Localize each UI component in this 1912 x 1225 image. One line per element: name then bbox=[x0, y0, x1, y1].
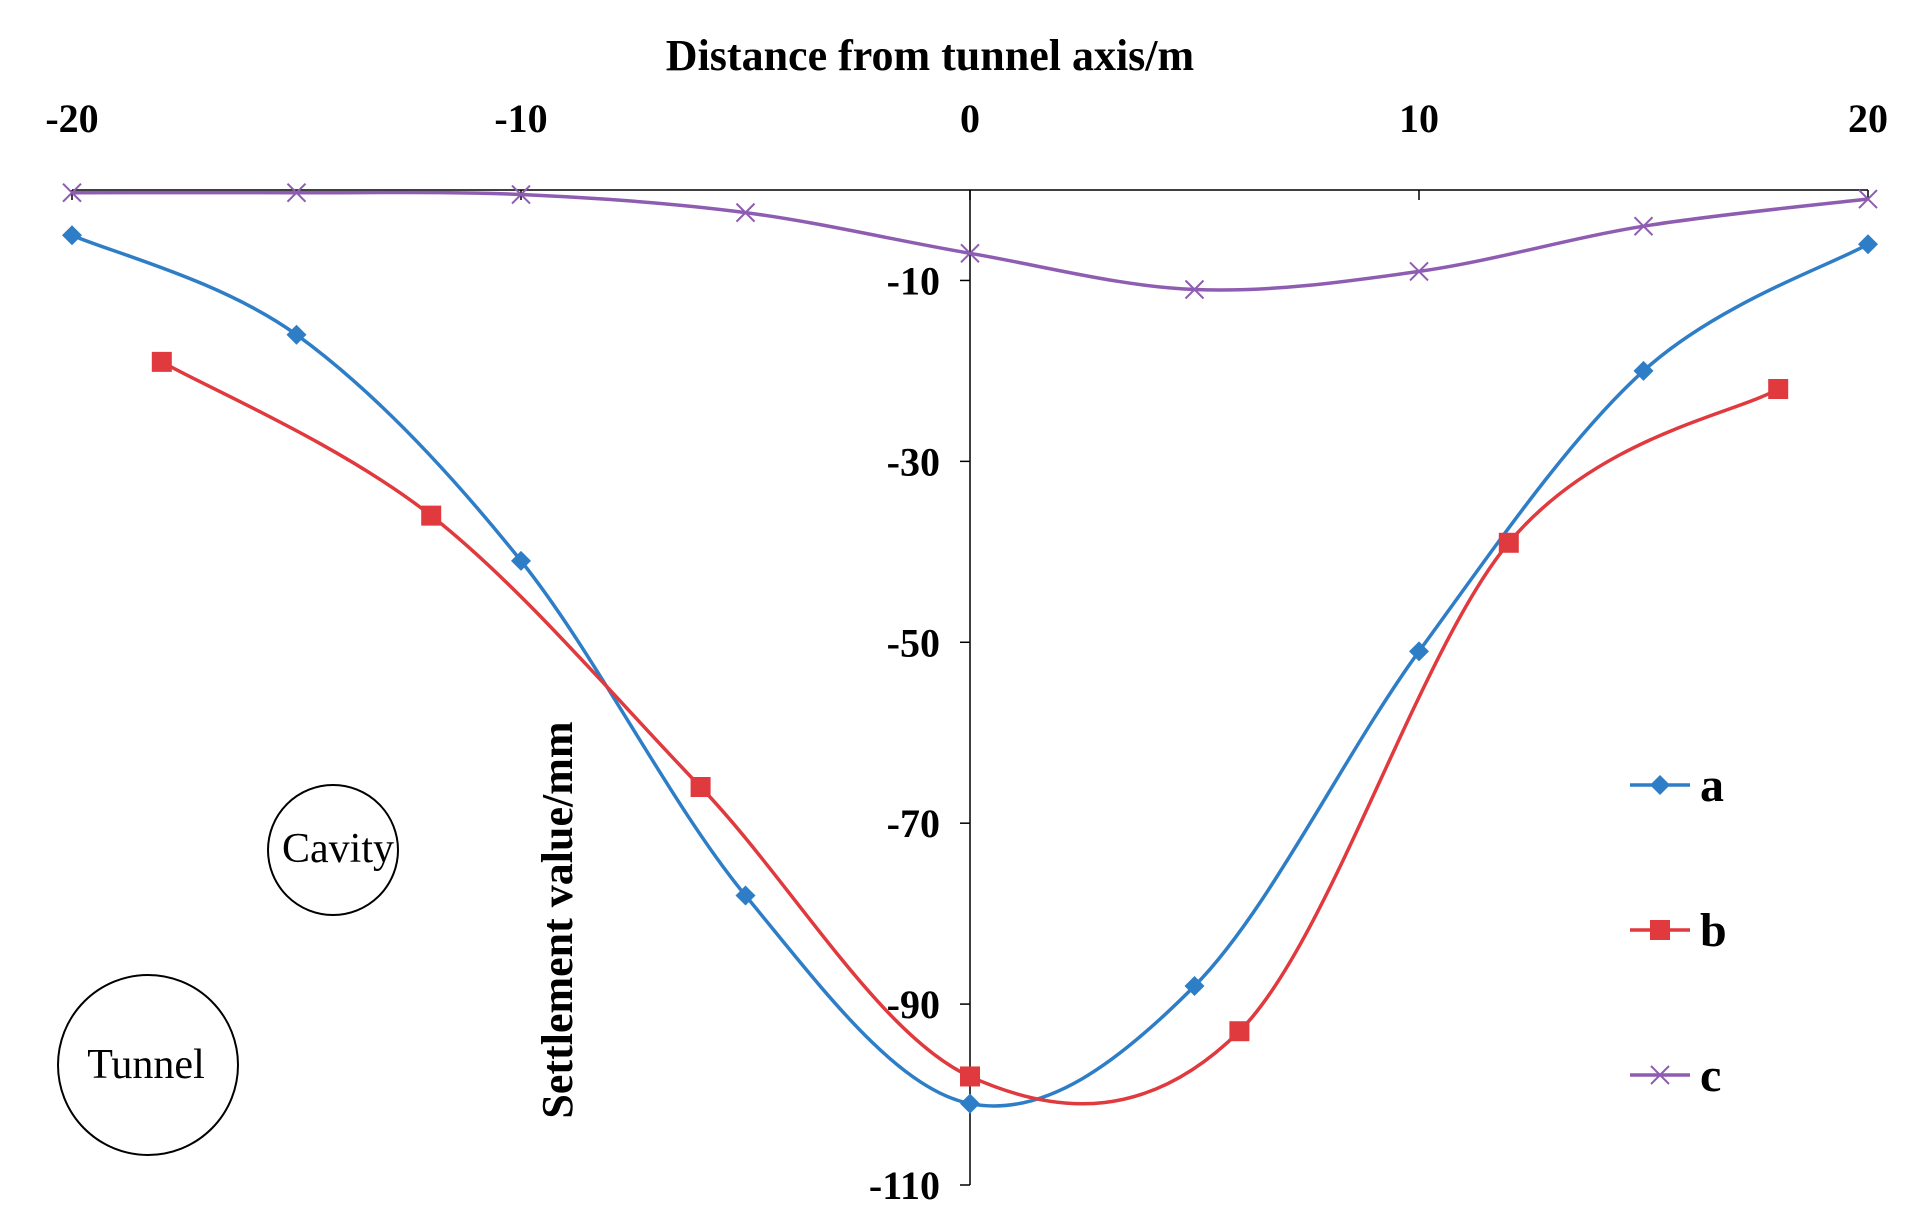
y-tick-label: -70 bbox=[887, 801, 940, 846]
series-a-point bbox=[62, 225, 82, 246]
cavity-circle bbox=[267, 784, 399, 916]
x-tick-label: 10 bbox=[1399, 96, 1439, 141]
x-tick-group: -20 -10 0 10 20 bbox=[45, 96, 1888, 200]
series-c-point bbox=[960, 243, 980, 264]
series-a-point bbox=[1184, 976, 1205, 996]
y-tick-group: -10-30-50-70-90-110 bbox=[869, 258, 970, 1208]
x-tick-label: -10 bbox=[494, 96, 547, 141]
series-a-point bbox=[286, 324, 307, 345]
legend-item-b: b bbox=[1630, 904, 1727, 957]
y-tick-label: -30 bbox=[887, 439, 940, 484]
series-a-point bbox=[1858, 234, 1878, 255]
series-c-point bbox=[1858, 189, 1878, 209]
series-b-point bbox=[1229, 1021, 1250, 1042]
series-c-point bbox=[1409, 261, 1429, 282]
tunnel-circle bbox=[57, 974, 239, 1156]
series-b bbox=[151, 351, 1789, 1106]
cavity-label: Cavity bbox=[282, 826, 394, 872]
series-b-point bbox=[1498, 532, 1519, 553]
series-a-point bbox=[735, 885, 756, 906]
series-a-point bbox=[1409, 641, 1429, 662]
series-a bbox=[62, 225, 1878, 1114]
series-a-point bbox=[511, 550, 531, 571]
legend-label: b bbox=[1700, 904, 1727, 957]
y-tick-label: -50 bbox=[887, 620, 940, 665]
series-c-point bbox=[511, 184, 531, 205]
x-tick-label: 20 bbox=[1848, 96, 1888, 141]
series-c bbox=[62, 183, 1878, 300]
y-tick-label: -10 bbox=[887, 258, 940, 303]
legend-swatch-marker bbox=[1650, 920, 1670, 940]
legend-label: c bbox=[1700, 1049, 1721, 1102]
series-a-point bbox=[1633, 360, 1654, 381]
legend-label: a bbox=[1700, 759, 1724, 812]
legend-swatch-marker bbox=[1650, 775, 1670, 795]
series-c-point bbox=[1633, 216, 1654, 236]
legend-item-c: c bbox=[1630, 1049, 1721, 1102]
series-group bbox=[62, 183, 1878, 1114]
series-a-point bbox=[960, 1093, 980, 1114]
series-b-point bbox=[690, 777, 711, 797]
series-b-point bbox=[421, 505, 442, 526]
series-c-point bbox=[286, 183, 307, 203]
series-c-point bbox=[62, 183, 82, 203]
legend: a b c bbox=[1630, 759, 1727, 1102]
legend-swatch-marker bbox=[1650, 1065, 1670, 1085]
x-tick-label: -20 bbox=[45, 96, 98, 141]
series-b-point bbox=[960, 1066, 980, 1087]
series-c-point bbox=[1184, 279, 1205, 300]
legend-item-a: a bbox=[1630, 759, 1724, 812]
x-tick-label: 0 bbox=[960, 96, 980, 141]
y-axis-title: Settlement value/mm bbox=[533, 721, 582, 1118]
y-tick-label: -110 bbox=[869, 1163, 940, 1208]
series-c-point bbox=[735, 202, 756, 223]
series-b-point bbox=[1768, 379, 1789, 399]
tunnel-label: Tunnel bbox=[87, 1042, 205, 1088]
series-b-point bbox=[151, 351, 172, 372]
x-axis-title: Distance from tunnel axis/m bbox=[666, 31, 1194, 80]
